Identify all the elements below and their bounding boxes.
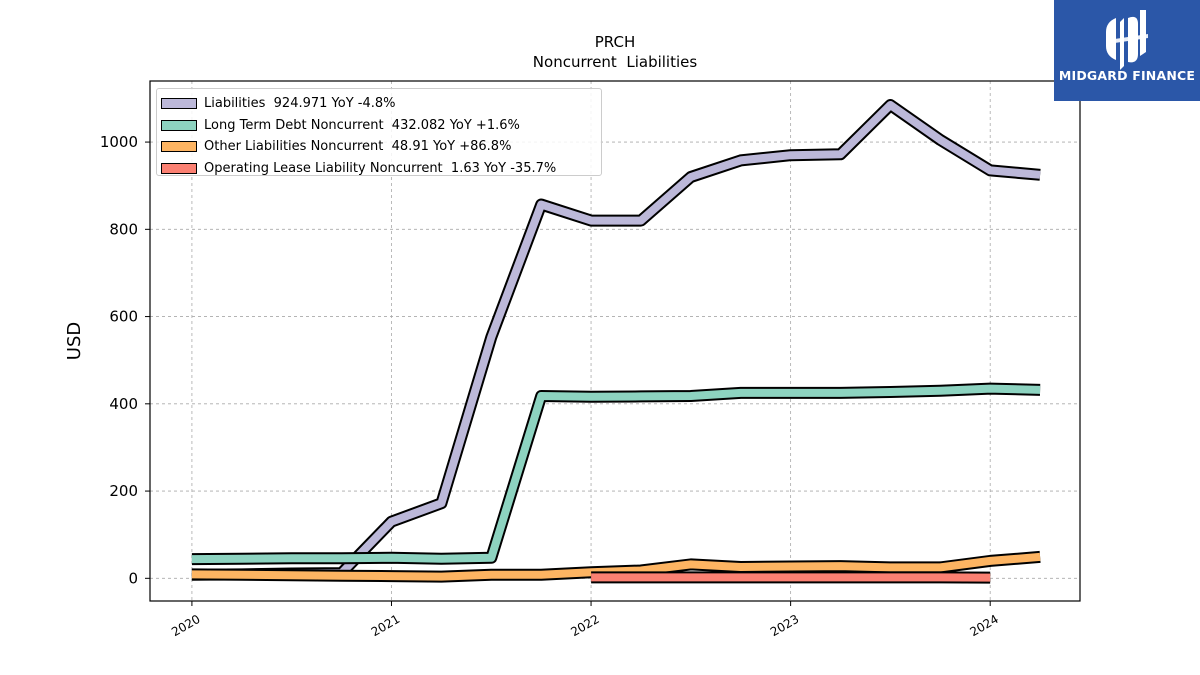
y-tick-label: 400 xyxy=(109,395,138,413)
legend-label: Long Term Debt Noncurrent 432.082 YoY +1… xyxy=(204,117,520,133)
x-tick-label: 2023 xyxy=(768,612,801,639)
x-tick-label: 2020 xyxy=(169,612,202,639)
y-tick-label: 0 xyxy=(128,569,138,587)
y-tick-label: 200 xyxy=(109,482,138,500)
chart-title: PRCH xyxy=(595,33,635,51)
legend-item: Operating Lease Liability Noncurrent 1.6… xyxy=(161,158,601,180)
legend-swatch xyxy=(161,119,197,131)
legend-item: Other Liabilities Noncurrent 48.91 YoY +… xyxy=(161,136,601,158)
legend: Liabilities 924.971 YoY -4.8% Long Term … xyxy=(156,88,602,176)
legend-label: Operating Lease Liability Noncurrent 1.6… xyxy=(204,160,557,176)
series-line xyxy=(191,384,1041,564)
y-tick-label: 1000 xyxy=(100,133,138,151)
series-line-outline xyxy=(191,382,1041,566)
legend-swatch xyxy=(161,162,197,174)
legend-swatch xyxy=(161,141,197,153)
series-line xyxy=(191,552,1041,581)
legend-item: Long Term Debt Noncurrent 432.082 YoY +1… xyxy=(161,115,601,137)
x-tick-label: 2022 xyxy=(568,612,601,639)
series-layer xyxy=(191,99,1041,584)
chart-subtitle: Noncurrent Liabilities xyxy=(533,53,698,71)
legend-label: Liabilities 924.971 YoY -4.8% xyxy=(204,96,396,112)
x-tick-label: 2024 xyxy=(967,612,1000,639)
x-tick-label: 2021 xyxy=(369,612,402,639)
y-tick-label: 600 xyxy=(109,308,138,326)
logo-mark-icon xyxy=(1106,10,1148,70)
legend-label: Other Liabilities Noncurrent 48.91 YoY +… xyxy=(204,139,512,155)
brand-logo: MIDGARD FINANCE xyxy=(1054,0,1200,101)
y-axis-label: USD xyxy=(64,322,85,360)
legend-swatch xyxy=(161,98,197,110)
logo-text: MIDGARD FINANCE xyxy=(1058,68,1196,83)
y-tick-label: 800 xyxy=(109,220,138,238)
legend-item: Liabilities 924.971 YoY -4.8% xyxy=(161,93,601,115)
plot-frame xyxy=(149,80,1081,602)
